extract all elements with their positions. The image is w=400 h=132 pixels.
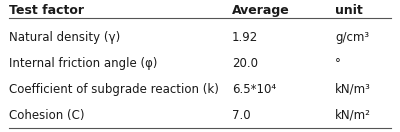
Text: unit: unit: [335, 4, 363, 17]
Text: 7.0: 7.0: [232, 109, 250, 122]
Text: g/cm³: g/cm³: [335, 31, 369, 44]
Text: 1.92: 1.92: [232, 31, 258, 44]
Text: Internal friction angle (φ): Internal friction angle (φ): [9, 57, 158, 70]
Text: Test factor: Test factor: [9, 4, 84, 17]
Text: Coefficient of subgrade reaction (k): Coefficient of subgrade reaction (k): [9, 83, 219, 96]
Text: kN/m²: kN/m²: [335, 109, 371, 122]
Text: kN/m³: kN/m³: [335, 83, 371, 96]
Text: Average: Average: [232, 4, 290, 17]
Text: °: °: [335, 57, 341, 70]
Text: 6.5*10⁴: 6.5*10⁴: [232, 83, 276, 96]
Text: Natural density (γ): Natural density (γ): [9, 31, 120, 44]
Text: Cohesion (C): Cohesion (C): [9, 109, 85, 122]
Text: 20.0: 20.0: [232, 57, 258, 70]
